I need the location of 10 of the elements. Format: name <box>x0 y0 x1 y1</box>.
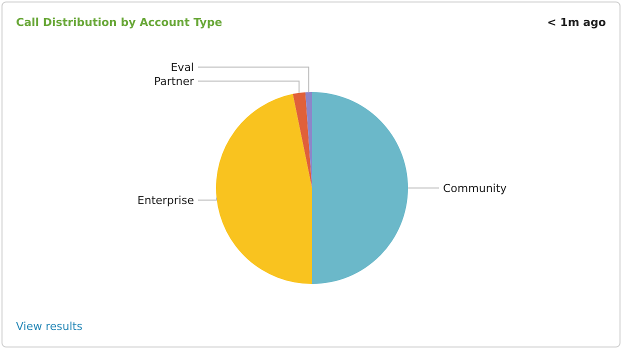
slice-label: Enterprise <box>137 194 194 208</box>
pie-slice <box>216 94 312 284</box>
slice-label: Partner <box>154 75 194 88</box>
text: View results <box>16 320 83 333</box>
slice-label: Community <box>443 182 508 195</box>
pie-slice <box>312 92 408 284</box>
pie-slice <box>292 92 312 188</box>
slice-label: Eval <box>170 61 194 74</box>
chart-title: Call Distribution by Account Type <box>16 16 222 29</box>
text: < 1m ago <box>547 16 606 29</box>
